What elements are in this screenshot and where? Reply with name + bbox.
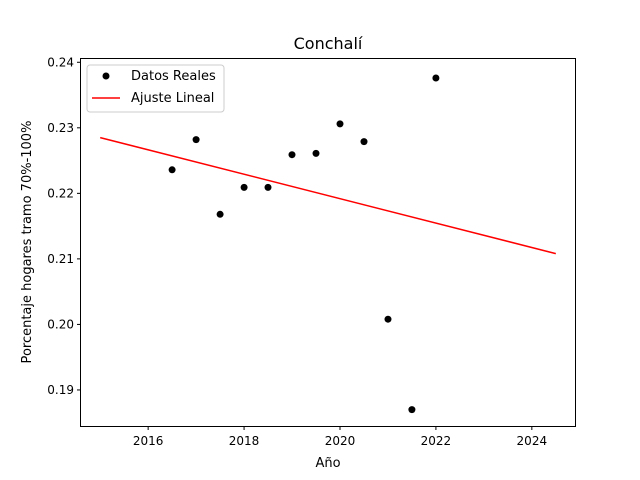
series-line-ajuste-lineal [100,136,556,255]
legend-label-datos-reales: Datos Reales [131,69,216,84]
data-point [336,120,344,128]
chart-title: Conchalí [294,34,363,53]
legend-marker-datos-reales [102,72,110,80]
data-point [168,166,176,174]
x-tick-label: 2018 [229,434,260,448]
data-point [384,315,392,323]
y-tick-label: 0.21 [47,252,74,266]
data-point [408,406,416,414]
data-point [240,183,248,191]
y-tick-label: 0.24 [47,55,74,69]
legend-box [86,64,225,113]
y-tick-label: 0.22 [47,186,74,200]
x-tick-label: 2024 [517,434,548,448]
y-axis: 0.19 0.20 0.21 0.22 0.23 0.24 [47,55,81,397]
data-point [432,74,440,82]
x-tick-label: 2020 [325,434,356,448]
data-point [216,210,224,218]
data-point [288,151,296,159]
y-axis-label: Porcentaje hogares tramo 70%-100% [20,121,35,364]
legend-label-ajuste-lineal: Ajuste Lineal [131,91,214,106]
data-point [192,136,200,144]
plot-area [100,74,556,414]
y-tick-label: 0.23 [47,121,74,135]
data-point [312,149,320,157]
x-axis: 2016 2018 2020 2022 2024 [133,426,547,448]
data-point [264,183,272,191]
axes-frame [80,58,576,427]
legend: Datos Reales Ajuste Lineal [86,64,225,113]
y-tick-label: 0.20 [47,317,74,331]
x-tick-label: 2016 [133,434,164,448]
y-tick-label: 0.19 [47,383,74,397]
data-point [360,138,368,146]
x-tick-label: 2022 [421,434,452,448]
x-axis-label: Año [315,456,340,471]
